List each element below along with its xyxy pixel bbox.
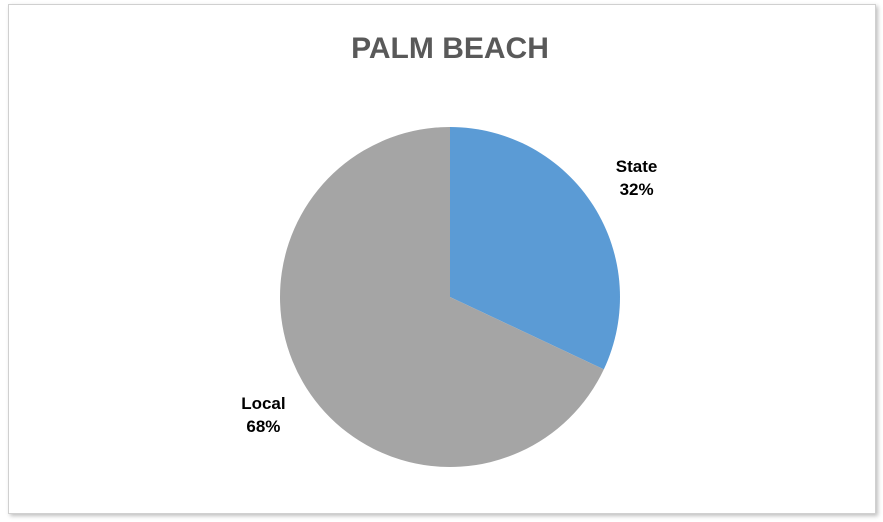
slice-label: State	[616, 157, 658, 176]
pie-slice	[450, 127, 621, 370]
slice-value-label: 32%	[620, 180, 654, 199]
slice-value-label: 68%	[246, 417, 280, 436]
pie-slice	[280, 127, 604, 467]
chart-title: PALM BEACH	[351, 32, 549, 65]
slice-label: Local	[241, 394, 285, 413]
